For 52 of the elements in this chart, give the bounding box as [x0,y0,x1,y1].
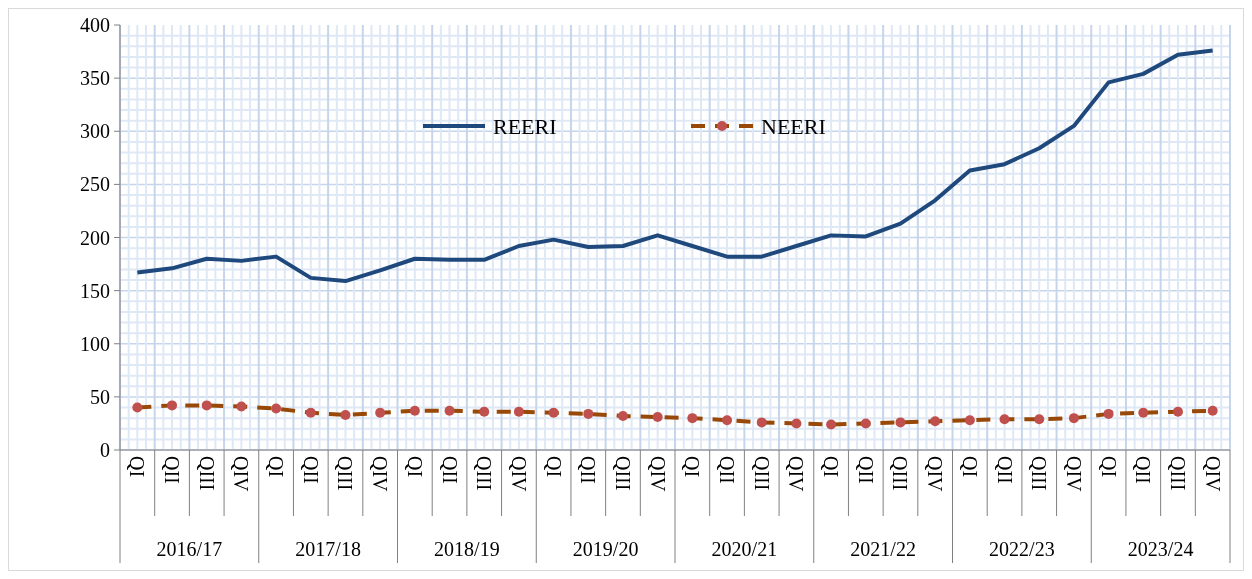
x-tick-label: QII [854,456,877,484]
text: 2017/18 [295,538,361,560]
x-tick-label: QIII [611,456,634,491]
x-tick-label: QII [993,456,1016,484]
y-tick-label: 0 [100,439,110,461]
x-tick-label: QIII [889,456,912,491]
x-tick-label: QII [1132,456,1155,484]
x-tick-label: QIII [750,456,773,491]
x-tick-label: QIII [473,456,496,491]
x-tick-label: QII [716,456,739,484]
x-tick-label: QII [438,456,461,484]
text: 2022/23 [989,538,1055,560]
y-tick-label: 50 [90,385,110,408]
y-tick-label: 200 [80,226,110,249]
x-tick-label: QIII [1166,456,1189,491]
y-tick-label: 250 [80,173,110,196]
x-tick-label: QIII [1028,456,1051,491]
text: 2019/20 [572,538,639,560]
x-tick-label: QIV [1062,456,1085,493]
x-tick-label: QIV [507,456,530,493]
text: 2023/24 [1127,538,1194,560]
legend-label: NEERI [761,113,826,139]
x-tick-label: QIV [369,456,392,493]
x-tick-label: QI [265,456,288,478]
legend-label: REERI [493,113,557,139]
x-tick-label: QI [403,456,426,478]
x-tick-label: QII [577,456,600,484]
x-tick-label: QIV [1201,456,1224,493]
x-tick-label: QI [126,456,149,478]
y-tick-label: 300 [80,120,110,143]
y-tick-label: 350 [80,67,110,90]
x-tick-label: QIII [195,456,218,491]
text: 2016/17 [156,538,223,560]
y-tick-label: 100 [80,332,110,355]
x-tick-label: QI [681,456,704,478]
x-tick-label: QIII [334,456,357,491]
line-series [135,48,1215,284]
text: 2021/22 [850,538,916,560]
x-tick-label: QI [958,456,981,478]
x-tick-label: QI [542,456,565,478]
text: 2018/19 [434,538,500,560]
x-tick-label: QI [1097,456,1120,478]
y-tick-label: 400 [80,14,110,36]
x-tick-label: QIV [646,456,669,493]
x-tick-label: QIV [785,456,808,493]
x-tick-label: QII [299,456,322,484]
x-tick-label: QI [820,456,843,478]
y-tick-label: 150 [80,279,110,302]
x-tick-label: QII [161,456,184,484]
x-tick-label: QIV [924,456,947,493]
text: 2020/21 [711,538,778,560]
x-tick-label: QIV [230,456,253,493]
